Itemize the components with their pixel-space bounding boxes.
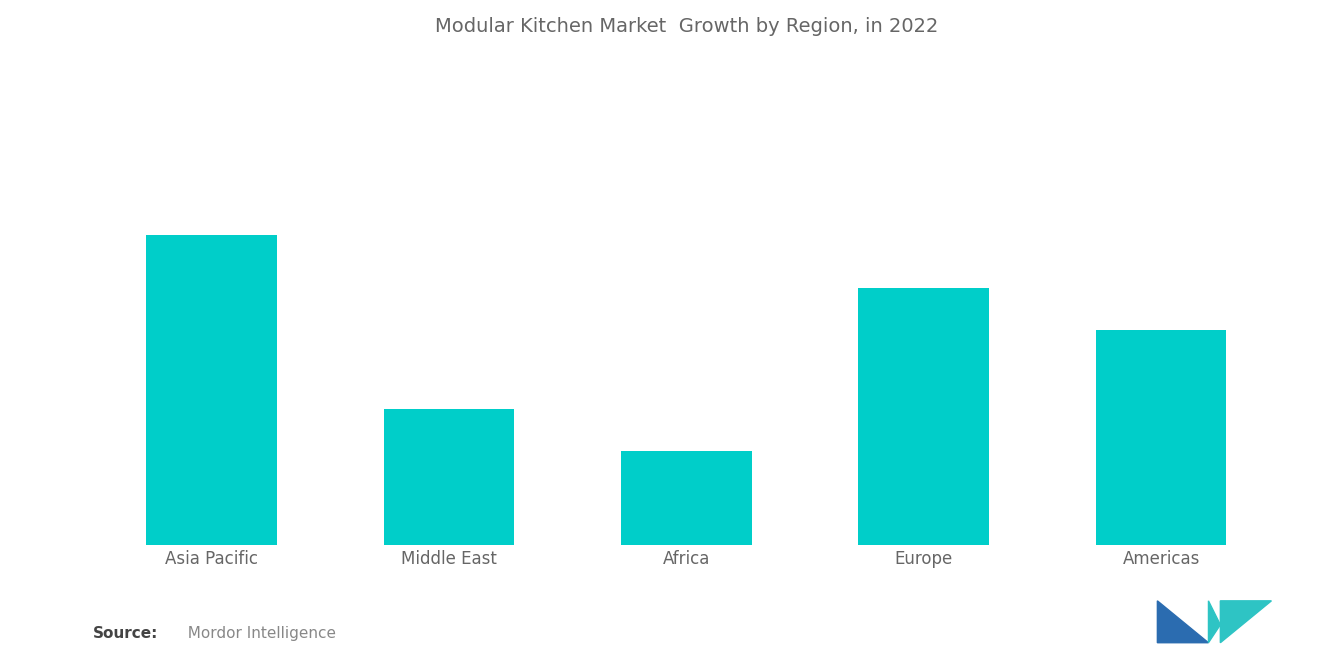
Text: Mordor Intelligence: Mordor Intelligence — [178, 626, 337, 642]
Title: Modular Kitchen Market  Growth by Region, in 2022: Modular Kitchen Market Growth by Region,… — [434, 17, 939, 37]
Bar — [147, 235, 277, 545]
Polygon shape — [1220, 601, 1271, 642]
Polygon shape — [1209, 601, 1220, 642]
Text: Source:: Source: — [92, 626, 158, 642]
Bar — [384, 409, 515, 545]
Bar — [858, 288, 989, 545]
Bar — [1096, 330, 1226, 545]
Polygon shape — [1158, 601, 1209, 642]
Bar — [622, 451, 751, 545]
